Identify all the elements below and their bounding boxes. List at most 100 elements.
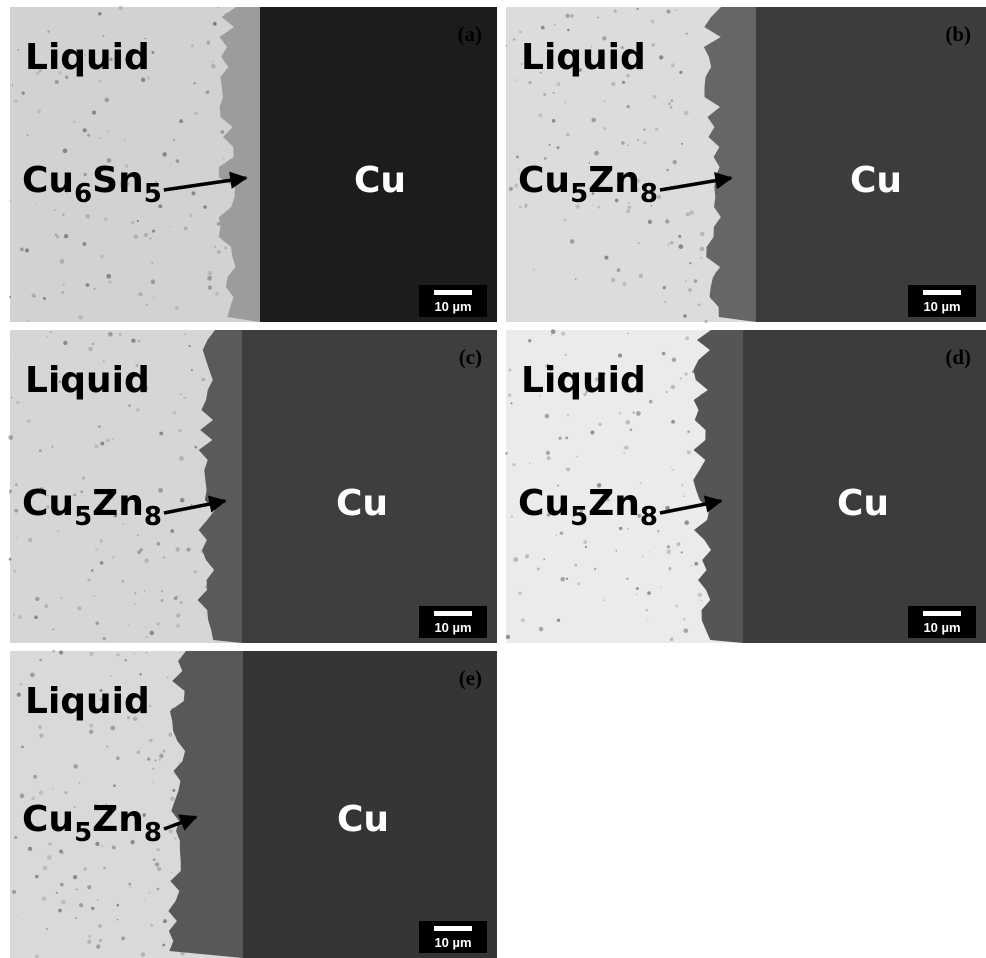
texture <box>685 373 688 376</box>
substrate-label: Cu <box>336 483 388 524</box>
texture <box>52 446 54 448</box>
texture <box>39 449 42 452</box>
texture <box>213 22 217 26</box>
texture <box>152 230 155 233</box>
texture <box>594 151 599 156</box>
texture <box>683 618 685 620</box>
texture <box>670 638 673 641</box>
texture <box>8 435 13 440</box>
texture <box>27 320 29 322</box>
texture <box>208 285 212 289</box>
texture <box>138 340 141 343</box>
texture <box>134 603 136 605</box>
texture <box>137 550 141 554</box>
texture <box>642 556 643 557</box>
texture <box>704 320 707 323</box>
texture <box>521 618 525 622</box>
texture <box>543 93 546 96</box>
texture <box>619 412 621 414</box>
texture <box>116 756 120 760</box>
texture <box>528 339 531 342</box>
texture <box>141 952 145 956</box>
texture <box>543 558 545 560</box>
texture <box>694 279 698 283</box>
texture <box>689 262 691 264</box>
texture <box>532 23 533 24</box>
texture <box>94 288 96 290</box>
texture <box>63 284 65 286</box>
phase-part: 5 <box>74 818 92 848</box>
texture <box>694 562 698 566</box>
texture <box>149 237 151 239</box>
texture <box>604 256 608 260</box>
texture <box>96 944 100 948</box>
texture <box>603 127 606 130</box>
texture <box>169 226 170 227</box>
texture <box>150 924 153 927</box>
texture <box>88 347 92 351</box>
texture <box>185 334 186 335</box>
texture <box>27 419 31 423</box>
texture <box>163 556 166 559</box>
texture <box>551 329 556 334</box>
texture <box>130 840 134 844</box>
texture <box>39 659 42 662</box>
texture <box>510 402 512 404</box>
texture <box>110 675 112 677</box>
texture <box>121 936 125 940</box>
texture <box>73 120 76 123</box>
phase-part: 5 <box>144 179 162 209</box>
texture <box>664 301 666 303</box>
texture <box>61 900 65 904</box>
texture <box>566 133 570 137</box>
texture <box>701 257 702 258</box>
texture <box>685 336 689 340</box>
texture <box>80 8 81 9</box>
texture <box>700 247 705 252</box>
texture <box>9 558 12 561</box>
texture <box>110 726 115 731</box>
scale-bar-label: 10 µm <box>434 299 471 314</box>
texture <box>223 158 225 160</box>
texture <box>537 567 540 570</box>
texture <box>128 624 129 625</box>
texture <box>173 411 176 414</box>
texture <box>61 291 64 294</box>
phase-part: Zn <box>92 799 144 840</box>
texture <box>21 746 24 749</box>
texture <box>155 760 157 762</box>
texture <box>149 739 152 742</box>
texture <box>20 683 22 685</box>
texture <box>35 597 39 601</box>
texture <box>89 730 93 734</box>
scale-bar <box>434 290 472 295</box>
texture <box>92 343 94 345</box>
micrograph-panel: (c)LiquidCu5Zn8Cu10 µm <box>8 330 497 643</box>
texture <box>91 907 94 910</box>
texture <box>157 867 161 871</box>
texture <box>152 782 153 783</box>
texture <box>46 928 48 930</box>
texture <box>52 649 55 652</box>
texture <box>55 234 57 236</box>
texture <box>624 445 628 449</box>
panel-label: (c) <box>459 345 482 369</box>
texture <box>678 244 683 249</box>
phase-part: 8 <box>640 179 658 209</box>
texture <box>39 733 43 737</box>
texture <box>161 599 164 602</box>
texture <box>667 549 672 554</box>
texture <box>671 385 675 389</box>
texture <box>134 592 136 594</box>
texture <box>684 520 689 525</box>
texture <box>162 944 165 947</box>
texture <box>508 394 511 397</box>
texture <box>643 128 645 130</box>
phase-part: Zn <box>588 160 640 201</box>
texture <box>675 9 677 11</box>
texture <box>157 888 160 891</box>
texture <box>14 100 17 103</box>
texture <box>106 274 111 279</box>
texture <box>166 676 168 678</box>
texture <box>662 352 665 355</box>
